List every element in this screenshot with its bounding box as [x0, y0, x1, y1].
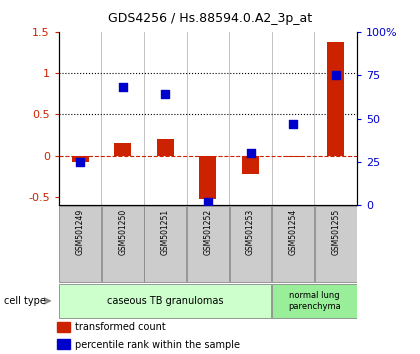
Text: GDS4256 / Hs.88594.0.A2_3p_at: GDS4256 / Hs.88594.0.A2_3p_at: [108, 12, 312, 25]
Text: GSM501251: GSM501251: [161, 209, 170, 255]
FancyBboxPatch shape: [102, 206, 144, 282]
Text: normal lung
parenchyma: normal lung parenchyma: [288, 291, 341, 310]
Point: [162, 91, 169, 97]
Text: GSM501249: GSM501249: [76, 209, 84, 255]
Point: [77, 159, 84, 165]
FancyBboxPatch shape: [187, 206, 229, 282]
Text: GSM501253: GSM501253: [246, 209, 255, 255]
Text: GSM501250: GSM501250: [118, 209, 127, 255]
Text: transformed count: transformed count: [75, 322, 165, 332]
Text: GSM501255: GSM501255: [331, 209, 340, 255]
Bar: [327, 42, 344, 156]
FancyBboxPatch shape: [230, 206, 271, 282]
Bar: [57, 322, 70, 332]
Text: caseous TB granulomas: caseous TB granulomas: [107, 296, 223, 306]
Point: [119, 85, 126, 90]
Bar: [57, 339, 70, 349]
Bar: [242, 156, 259, 174]
Bar: [114, 143, 131, 156]
FancyBboxPatch shape: [144, 206, 186, 282]
Bar: [71, 156, 89, 162]
Text: cell type: cell type: [4, 296, 46, 306]
Bar: [157, 139, 174, 156]
Point: [247, 150, 254, 156]
Text: GSM501254: GSM501254: [289, 209, 298, 255]
Point: [290, 121, 297, 127]
Text: GSM501252: GSM501252: [203, 209, 213, 255]
FancyBboxPatch shape: [272, 206, 314, 282]
FancyBboxPatch shape: [59, 284, 271, 318]
Bar: [200, 156, 216, 199]
Bar: [285, 156, 302, 158]
Point: [332, 73, 339, 78]
FancyBboxPatch shape: [315, 206, 357, 282]
Point: [205, 199, 211, 205]
FancyBboxPatch shape: [272, 284, 357, 318]
FancyBboxPatch shape: [59, 206, 101, 282]
Text: percentile rank within the sample: percentile rank within the sample: [75, 340, 240, 350]
